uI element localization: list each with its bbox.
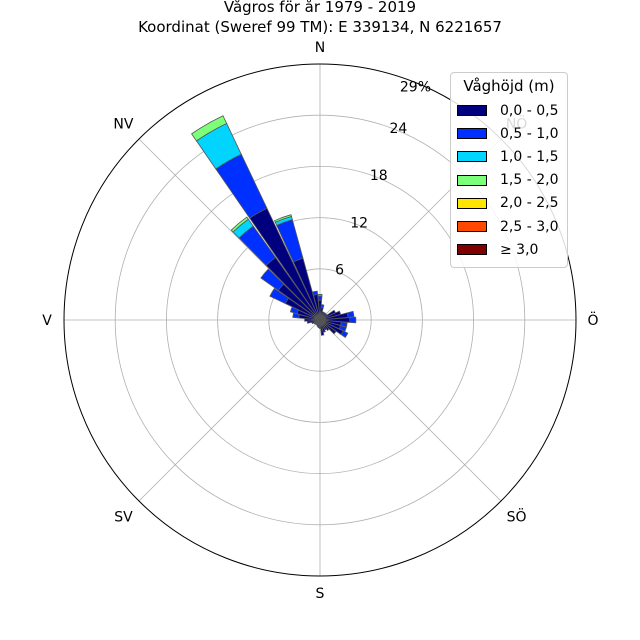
wave-bar-segment <box>191 115 228 142</box>
direction-label: SV <box>114 510 133 526</box>
radial-tick-label: 12 <box>350 215 368 231</box>
legend-entry: 2,0 - 2,5 <box>451 192 567 215</box>
radial-tick-label: 29% <box>400 80 431 96</box>
radial-tick-label: 24 <box>389 121 407 137</box>
legend-entry: ≥ 3,0 <box>451 238 567 261</box>
radial-tick-label: 18 <box>370 168 388 184</box>
legend-swatch <box>457 244 487 256</box>
legend: Våghöjd (m) 0,0 - 0,5 0,5 - 1,0 1,0 - 1,5 1… <box>450 72 568 268</box>
legend-label: 0,5 - 1,0 <box>500 125 559 142</box>
legend-label: 2,0 - 2,5 <box>500 195 559 212</box>
legend-entry: 1,0 - 1,5 <box>451 145 567 168</box>
legend-label: 2,5 - 3,0 <box>500 218 559 235</box>
wave-bar-segment <box>269 287 289 305</box>
legend-entry: 1,5 - 2,0 <box>451 169 567 192</box>
wave-bar-segment <box>346 310 355 318</box>
direction-label: N <box>315 40 325 56</box>
legend-label: 1,5 - 2,0 <box>500 172 559 189</box>
wave-bar-segment <box>320 304 325 309</box>
direction-label: Ö <box>587 311 598 329</box>
outer-circle <box>63 63 577 577</box>
chart-title: Vågros för år 1979 - 2019 <box>223 0 417 16</box>
wave-bar-segment <box>274 214 292 223</box>
wave-bar-segment <box>312 290 319 296</box>
legend-entries: 0,0 - 0,5 0,5 - 1,0 1,0 - 1,5 1,5 - 2,0 2,0 … <box>451 99 567 261</box>
legend-label: ≥ 3,0 <box>500 241 539 258</box>
legend-swatch <box>457 197 487 209</box>
legend-label: 1,0 - 1,5 <box>500 148 559 165</box>
legend-entry: 0,5 - 1,0 <box>451 122 567 145</box>
direction-label: S <box>316 586 325 602</box>
legend-swatch <box>457 151 487 163</box>
wave-bar-segment <box>260 268 285 291</box>
direction-label: NV <box>113 116 133 132</box>
legend-swatch <box>457 128 487 140</box>
wave-bar-segment <box>349 316 357 324</box>
wave-bar-segment <box>289 306 299 315</box>
wave-bar-segment <box>319 319 325 336</box>
direction-label: V <box>42 313 52 329</box>
legend-swatch <box>457 221 487 233</box>
wave-bar-segment <box>340 330 349 339</box>
legend-entry: 2,5 - 3,0 <box>451 215 567 238</box>
grid-spoke <box>319 319 502 502</box>
grid-spoke <box>138 319 321 502</box>
wave-bar-segment <box>319 319 337 335</box>
chart-subtitle: Koordinat (Sweref 99 TM): E 339134, N 62… <box>138 18 502 36</box>
direction-label: SÖ <box>507 508 527 526</box>
wave-bar-segment <box>230 216 249 233</box>
legend-title: Våghöjd (m) <box>463 77 555 95</box>
legend-entry: 0,0 - 0,5 <box>451 99 567 122</box>
wave-bar-segment <box>317 295 323 301</box>
legend-swatch <box>457 105 487 117</box>
legend-swatch <box>457 174 487 186</box>
legend-label: 0,0 - 0,5 <box>500 102 559 119</box>
radial-tick-label: 6 <box>335 263 344 279</box>
